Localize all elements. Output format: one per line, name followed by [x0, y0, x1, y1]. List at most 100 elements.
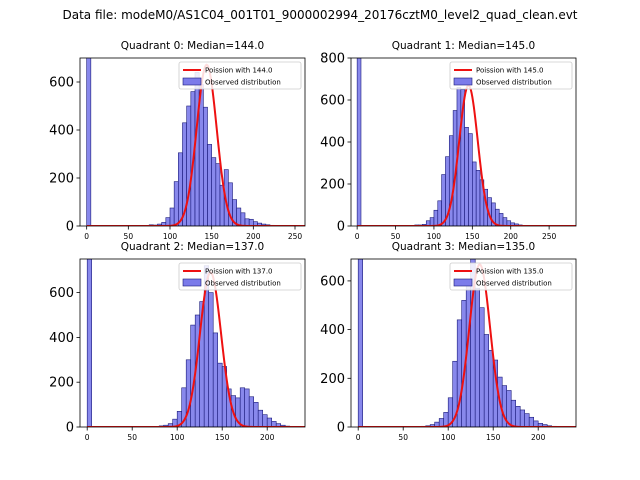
x-tick-label: 0 — [84, 232, 89, 241]
y-tick-label: 0 — [66, 421, 74, 436]
histogram-bar — [194, 72, 200, 226]
histogram-bar — [86, 58, 92, 226]
x-tick-label: 100 — [170, 433, 185, 442]
subplot-title: Quadrant 1: Median=145.0 — [392, 40, 535, 52]
axes-frame — [79, 57, 306, 227]
histogram-bar — [266, 417, 273, 427]
y-tick-label: 200 — [320, 372, 345, 387]
y-tick-label: 800 — [320, 52, 345, 67]
histogram-bar — [519, 409, 526, 427]
legend-box — [178, 61, 302, 90]
x-tick-label: 100 — [441, 433, 456, 442]
plot-area — [86, 58, 305, 226]
x-tick-label: 0 — [355, 232, 360, 241]
histogram-bar — [86, 259, 92, 427]
histogram-bar — [217, 362, 223, 427]
x-tick-label: 100 — [427, 232, 442, 241]
legend-observed-swatch — [182, 278, 202, 287]
histogram-bar — [474, 287, 481, 427]
histogram-bar — [212, 332, 218, 427]
y-tick-label: 0 — [337, 220, 345, 235]
histogram-bar — [429, 217, 435, 226]
histogram-bar — [524, 413, 530, 427]
histogram-bar — [253, 402, 259, 427]
subplot-quadrant-3: Quadrant 3: Median=135.0 0 50 100 150 200 0 200… — [320, 241, 577, 442]
poisson-line — [86, 63, 305, 226]
axes-frame — [79, 258, 306, 428]
histogram-bar — [248, 396, 254, 427]
x-tick-label: 150 — [205, 232, 220, 241]
x-tick-label: 250 — [542, 232, 557, 241]
subplot-title: Quadrant 2: Median=137.0 — [121, 241, 264, 253]
legend-poisson-label: Poission with 145.0 — [476, 67, 544, 75]
histogram-bar — [502, 217, 508, 226]
legend-observed-label: Observed distribution — [205, 280, 281, 288]
y-tick-label: 200 — [320, 178, 345, 193]
histogram-bar — [488, 349, 494, 427]
legend-box — [449, 61, 573, 90]
y-tick-label: 600 — [320, 274, 345, 289]
legend-observed-swatch — [453, 278, 473, 287]
histogram-bar — [239, 387, 245, 427]
subplot-title: Quadrant 3: Median=135.0 — [392, 241, 535, 253]
histogram-bar — [356, 58, 362, 226]
histogram-bar — [433, 209, 439, 226]
histogram-bar — [479, 307, 485, 427]
legend-observed-label: Observed distribution — [476, 280, 552, 288]
histogram-bar — [498, 213, 504, 226]
histogram-bar — [357, 259, 364, 427]
x-tick-label: 150 — [215, 433, 230, 442]
y-tick-label: 600 — [49, 76, 74, 91]
histogram-bar — [173, 181, 179, 226]
histogram-bar — [178, 152, 183, 226]
histogram-bar — [464, 127, 469, 226]
x-tick-label: 50 — [124, 232, 134, 241]
x-tick-label: 200 — [260, 433, 275, 442]
legend-box — [178, 262, 302, 291]
legend-poisson-label: Poission with 135.0 — [476, 268, 544, 276]
histogram-bar — [441, 174, 446, 226]
legend-observed-label: Observed distribution — [476, 79, 552, 87]
histogram-bar — [211, 157, 217, 226]
histogram-bar — [215, 163, 221, 226]
y-tick-label: 0 — [66, 220, 74, 235]
y-tick-label: 400 — [49, 331, 74, 346]
x-tick-label: 150 — [465, 232, 480, 241]
legend-poisson-label: Poission with 144.0 — [205, 67, 273, 75]
x-tick-label: 0 — [85, 433, 90, 442]
y-tick-label: 400 — [49, 124, 74, 139]
subplot-quadrant-1: Quadrant 1: Median=145.0 0 50 100 150 200 250 0… — [320, 40, 577, 241]
poisson-line — [87, 271, 305, 427]
x-tick-label: 0 — [356, 433, 361, 442]
histogram-bar — [472, 161, 477, 226]
legend-observed-label: Observed distribution — [205, 79, 281, 87]
subplot-quadrant-2: Quadrant 2: Median=137.0 0 50 100 150 200 0 200… — [49, 241, 306, 442]
histogram-bar — [510, 399, 517, 427]
poisson-line — [358, 263, 576, 427]
y-tick-label: 400 — [320, 323, 345, 338]
histogram-bar — [468, 133, 473, 226]
histogram-bar — [236, 207, 242, 226]
x-tick-label: 50 — [398, 433, 408, 442]
histogram-bar — [448, 135, 454, 226]
histogram-bar — [207, 144, 212, 226]
x-tick-label: 200 — [531, 433, 546, 442]
histogram-bar — [437, 200, 442, 226]
subplot-quadrant-0: Quadrant 0: Median=144.0 0 50 100 150 200 250 0… — [49, 40, 306, 241]
axes-frame — [350, 258, 577, 428]
histogram-bar — [165, 217, 171, 226]
histogram-bar — [257, 409, 264, 427]
x-tick-label: 250 — [288, 232, 303, 241]
histogram-bar — [203, 106, 208, 226]
histogram-bar — [208, 292, 214, 427]
y-tick-label: 400 — [320, 136, 345, 151]
x-tick-label: 150 — [486, 433, 501, 442]
y-tick-label: 600 — [320, 94, 345, 109]
legend-observed-swatch — [453, 77, 473, 86]
subplot-title: Quadrant 0: Median=144.0 — [121, 40, 264, 52]
x-tick-label: 200 — [504, 232, 519, 241]
legend-poisson-label: Poission with 137.0 — [205, 268, 273, 276]
x-tick-label: 100 — [163, 232, 178, 241]
x-tick-label: 50 — [127, 433, 137, 442]
